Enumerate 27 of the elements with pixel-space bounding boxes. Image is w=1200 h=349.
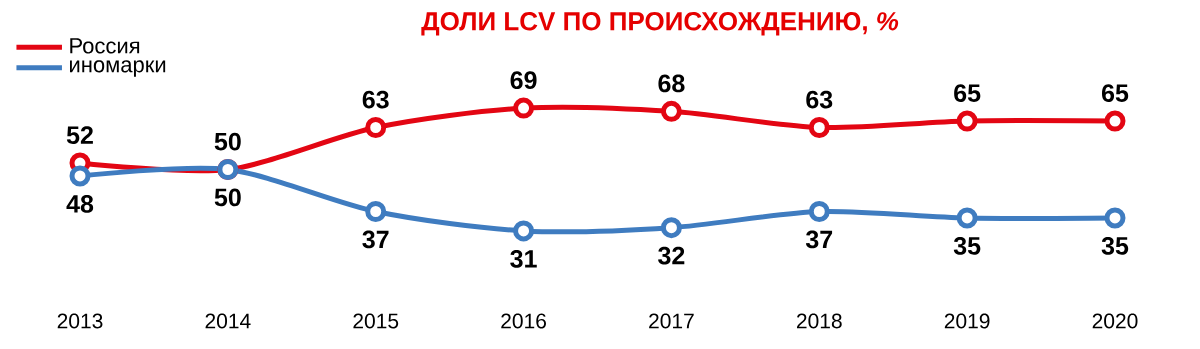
x-tick-label: 2014 [205, 313, 251, 329]
data-label: 35 [953, 237, 981, 255]
data-label: 32 [658, 246, 685, 265]
data-label: 63 [806, 90, 833, 109]
x-tick-label: 2020 [1092, 313, 1138, 329]
x-tick-label: 2015 [353, 313, 399, 329]
data-label: 69 [510, 71, 537, 90]
x-tick-label: 2019 [944, 313, 990, 329]
data-label: 63 [362, 90, 389, 109]
legend-label: иномарки [70, 60, 166, 77]
x-tick-label: 2013 [57, 313, 103, 329]
x-tick-label: 2018 [796, 313, 842, 329]
data-label: 68 [658, 74, 685, 93]
x-tick-label: 2017 [649, 313, 694, 329]
chart-title: ДОЛИ LCV ПО ПРОИСХОЖДЕНИЮ, % [421, 12, 899, 36]
data-label: 35 [1101, 237, 1129, 255]
data-label: 52 [66, 126, 93, 144]
data-label: 65 [954, 84, 981, 102]
data-label: 65 [1101, 84, 1129, 102]
data-label: 31 [510, 249, 537, 268]
data-label: 37 [805, 230, 833, 249]
x-tick-label: 2016 [501, 313, 546, 329]
data-label: 37 [362, 230, 389, 249]
data-label: 48 [66, 195, 94, 213]
legend-label: Россия [70, 38, 140, 54]
data-label: 50 [214, 188, 241, 207]
data-label: 50 [214, 132, 241, 151]
